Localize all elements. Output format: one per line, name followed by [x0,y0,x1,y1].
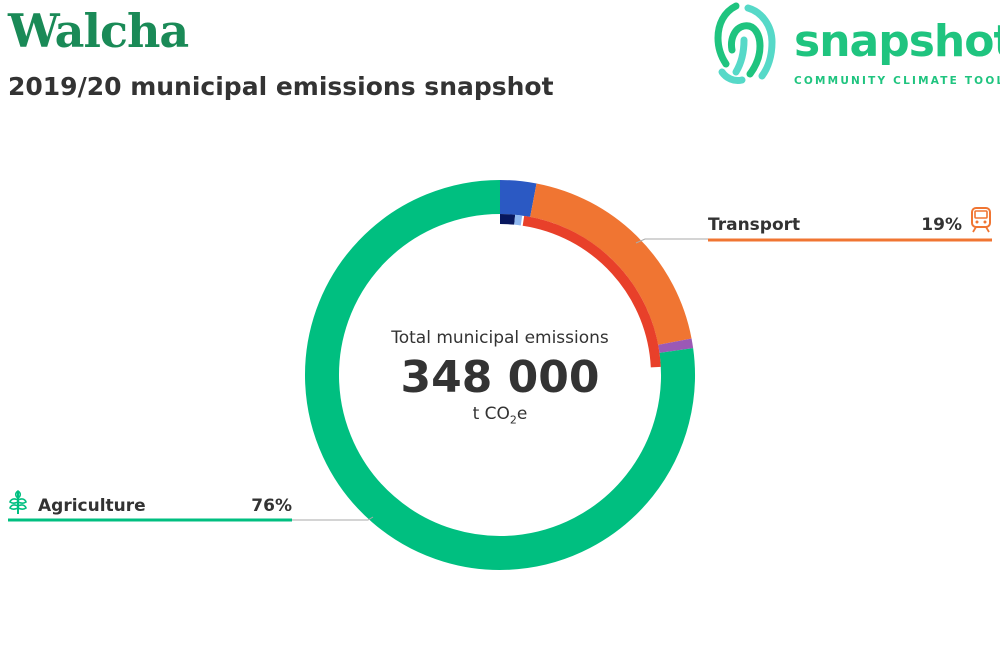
donut-subslice-0 [499,214,516,225]
donut-slice-3 [305,180,695,570]
fingerprint-logo-icon [714,2,776,84]
transport-percent: 19% [921,215,962,235]
wheat-icon [7,487,29,519]
total-emissions-value: 348 000 [400,352,600,403]
donut-slice-2 [658,338,694,353]
donut-slice-0 [499,180,537,217]
train-icon [970,207,992,237]
transport-label: Transport [708,215,801,235]
agriculture-percent: 76% [251,496,292,516]
logo-wordmark: snapshot [794,16,1000,67]
transport-leader-line [635,238,708,244]
donut-subslice-1 [514,214,523,226]
donut-subslice-2 [522,215,661,368]
agriculture-label: Agriculture [38,496,146,516]
logo-tagline: COMMUNITY CLIMATE TOOL [794,75,1000,87]
donut-slice-1 [529,183,692,346]
total-emissions-unit: t CO2e [472,404,528,427]
agriculture-leader-line [292,516,374,521]
total-emissions-label: Total municipal emissions [391,328,609,348]
page-title: Walcha [8,4,189,58]
snapshot-logo: snapshot COMMUNITY CLIMATE TOOL [714,0,1000,90]
page-subtitle: 2019/20 municipal emissions snapshot [8,72,554,101]
